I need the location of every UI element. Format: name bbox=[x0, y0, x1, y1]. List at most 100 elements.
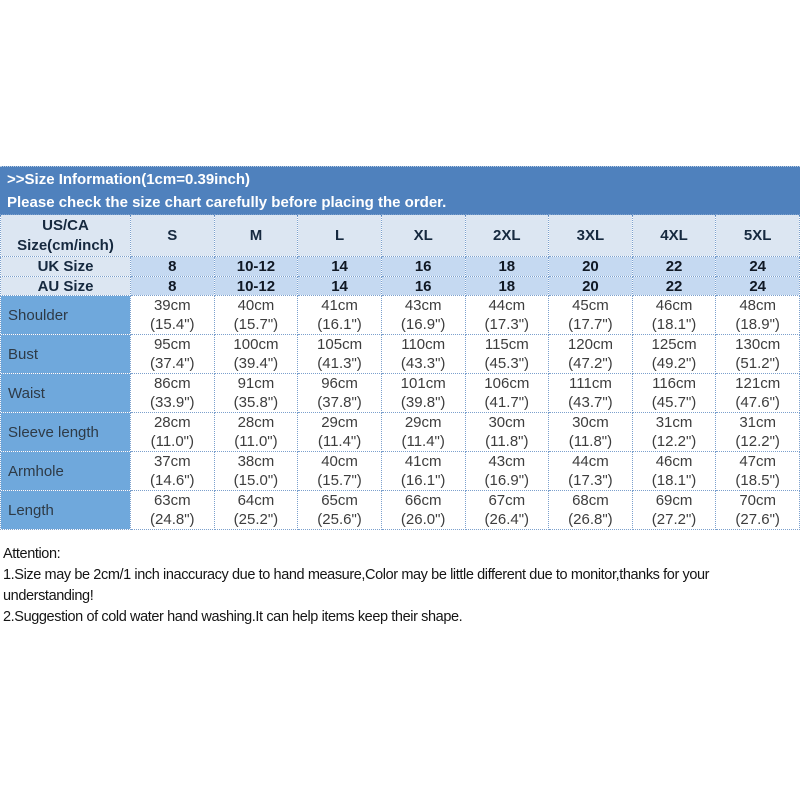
measurement-value-cell: 68cm (26.8") bbox=[548, 490, 633, 530]
value-cm: 120cm bbox=[567, 336, 613, 353]
value-inch: (16.9") bbox=[400, 316, 446, 333]
us-ca-header-line1: US/CA bbox=[42, 216, 89, 234]
measurement-value-cell: 31cm (12.2") bbox=[631, 412, 717, 452]
value-inch: (37.4") bbox=[150, 355, 195, 372]
measurement-value-cell: 67cm (26.4") bbox=[464, 490, 550, 530]
measurement-label: Armhole bbox=[0, 451, 131, 491]
measurement-value-cell: 41cm (16.1") bbox=[380, 451, 466, 491]
size-col-header-3xl: 3XL bbox=[548, 214, 633, 257]
measurement-value-cell: 29cm (11.4") bbox=[380, 412, 466, 452]
measurement-value-cell: 46cm (18.1") bbox=[631, 451, 717, 491]
value-inch: (15.7") bbox=[233, 316, 279, 333]
uk-size-row-value: 24 bbox=[715, 256, 800, 277]
measurement-value-cell: 101cm (39.8") bbox=[380, 373, 466, 413]
measurement-value-cell: 37cm (14.6") bbox=[130, 451, 215, 491]
measurement-value-cell: 46cm (18.1") bbox=[631, 295, 717, 335]
measurement-row: Shoulder 39cm (15.4") 40cm (15.7") 41cm (16.1"… bbox=[0, 295, 800, 335]
size-header-row: US/CA Size(cm/inch) S M L XL 2XL 3XL 4XL 5XL bbox=[0, 214, 800, 257]
value-cm: 46cm bbox=[655, 453, 693, 470]
measurement-value-cell: 69cm (27.2") bbox=[631, 490, 717, 530]
measurement-value-cell: 115cm (45.3") bbox=[464, 334, 550, 374]
value-cm: 44cm bbox=[488, 297, 526, 314]
value-cm: 106cm bbox=[484, 375, 530, 392]
value-inch: (24.8") bbox=[150, 511, 195, 528]
us-ca-header-line2: Size(cm/inch) bbox=[17, 236, 114, 254]
au-size-row-value: 14 bbox=[297, 276, 382, 296]
uk-size-row-value: 16 bbox=[380, 256, 466, 277]
value-inch: (51.2") bbox=[735, 355, 780, 372]
measurement-row: Armhole 37cm (14.6") 38cm (15.0") 40cm (15.7")… bbox=[0, 451, 800, 491]
attention-item-2: 2.Suggestion of cold water hand washing.… bbox=[3, 609, 463, 625]
measurement-value-cell: 116cm (45.7") bbox=[631, 373, 717, 413]
measurement-value-cell: 110cm (43.3") bbox=[380, 334, 466, 374]
value-cm: 116cm bbox=[652, 375, 697, 392]
measurement-label: Sleeve length bbox=[0, 412, 131, 452]
measurement-label: Waist bbox=[0, 373, 131, 413]
uk-size-row-value: 8 bbox=[130, 256, 215, 277]
uk-size-row: UK Size 8 10-12 14 16 18 20 22 24 bbox=[0, 256, 800, 277]
value-inch: (47.2") bbox=[568, 355, 613, 372]
value-cm: 130cm bbox=[735, 336, 781, 353]
value-cm: 101cm bbox=[400, 375, 446, 392]
size-col-header-2xl: 2XL bbox=[464, 214, 550, 257]
value-inch: (45.3") bbox=[484, 355, 530, 372]
measurement-value-cell: 121cm (47.6") bbox=[715, 373, 800, 413]
value-inch: (26.4") bbox=[484, 511, 530, 528]
value-cm: 111cm bbox=[569, 375, 612, 392]
value-inch: (33.9") bbox=[150, 394, 195, 411]
size-col-header-s: S bbox=[130, 214, 215, 257]
value-inch: (16.1") bbox=[400, 472, 446, 489]
value-inch: (15.4") bbox=[150, 316, 195, 333]
uk-size-row-label: UK Size bbox=[0, 256, 131, 277]
measurement-value-cell: 38cm (15.0") bbox=[213, 451, 299, 491]
value-cm: 43cm bbox=[404, 297, 442, 314]
measurement-value-cell: 39cm (15.4") bbox=[130, 295, 215, 335]
value-inch: (14.6") bbox=[150, 472, 195, 489]
value-inch: (45.7") bbox=[651, 394, 697, 411]
value-inch: (11.0") bbox=[234, 433, 278, 450]
value-inch: (16.9") bbox=[484, 472, 530, 489]
value-inch: (27.2") bbox=[651, 511, 697, 528]
au-size-row-value: 10-12 bbox=[213, 276, 299, 296]
uk-size-row-value: 10-12 bbox=[213, 256, 299, 277]
measurement-value-cell: 86cm (33.9") bbox=[130, 373, 215, 413]
value-cm: 37cm bbox=[153, 453, 191, 470]
value-inch: (25.6") bbox=[317, 511, 362, 528]
value-cm: 68cm bbox=[572, 492, 609, 509]
value-cm: 41cm bbox=[404, 453, 442, 470]
value-inch: (15.7") bbox=[317, 472, 362, 489]
measurement-value-cell: 130cm (51.2") bbox=[715, 334, 800, 374]
measurement-value-cell: 95cm (37.4") bbox=[130, 334, 215, 374]
value-inch: (16.1") bbox=[317, 316, 362, 333]
value-cm: 100cm bbox=[233, 336, 279, 353]
measurement-value-cell: 48cm (18.9") bbox=[715, 295, 800, 335]
measurement-value-cell: 47cm (18.5") bbox=[715, 451, 800, 491]
value-inch: (43.7") bbox=[568, 394, 613, 411]
au-size-row-value: 24 bbox=[715, 276, 800, 296]
value-inch: (27.6") bbox=[735, 511, 780, 528]
au-size-row-value: 22 bbox=[631, 276, 717, 296]
uk-size-row-value: 22 bbox=[631, 256, 717, 277]
size-col-header-xl: XL bbox=[380, 214, 466, 257]
value-inch: (26.0") bbox=[400, 511, 446, 528]
value-inch: (18.5") bbox=[735, 472, 780, 489]
measurement-row: Sleeve length 28cm (11.0") 28cm (11.0") 29cm (… bbox=[0, 412, 800, 452]
value-inch: (37.8") bbox=[317, 394, 362, 411]
value-inch: (12.2") bbox=[651, 433, 697, 450]
value-inch: (25.2") bbox=[233, 511, 279, 528]
value-cm: 38cm bbox=[237, 453, 275, 470]
value-cm: 69cm bbox=[655, 492, 693, 509]
measurement-row: Length 63cm (24.8") 64cm (25.2") 65cm (25.6") 6… bbox=[0, 490, 800, 530]
measurement-value-cell: 44cm (17.3") bbox=[464, 295, 550, 335]
au-size-row-label: AU Size bbox=[0, 276, 131, 296]
au-size-row-value: 18 bbox=[464, 276, 550, 296]
au-size-row-value: 16 bbox=[380, 276, 466, 296]
measurement-value-cell: 66cm (26.0") bbox=[380, 490, 466, 530]
value-inch: (41.7") bbox=[484, 394, 530, 411]
measurement-value-cell: 106cm (41.7") bbox=[464, 373, 550, 413]
value-inch: (43.3") bbox=[400, 355, 446, 372]
measurement-value-cell: 91cm (35.8") bbox=[213, 373, 299, 413]
value-inch: (49.2") bbox=[651, 355, 697, 372]
value-inch: (17.3") bbox=[568, 472, 613, 489]
